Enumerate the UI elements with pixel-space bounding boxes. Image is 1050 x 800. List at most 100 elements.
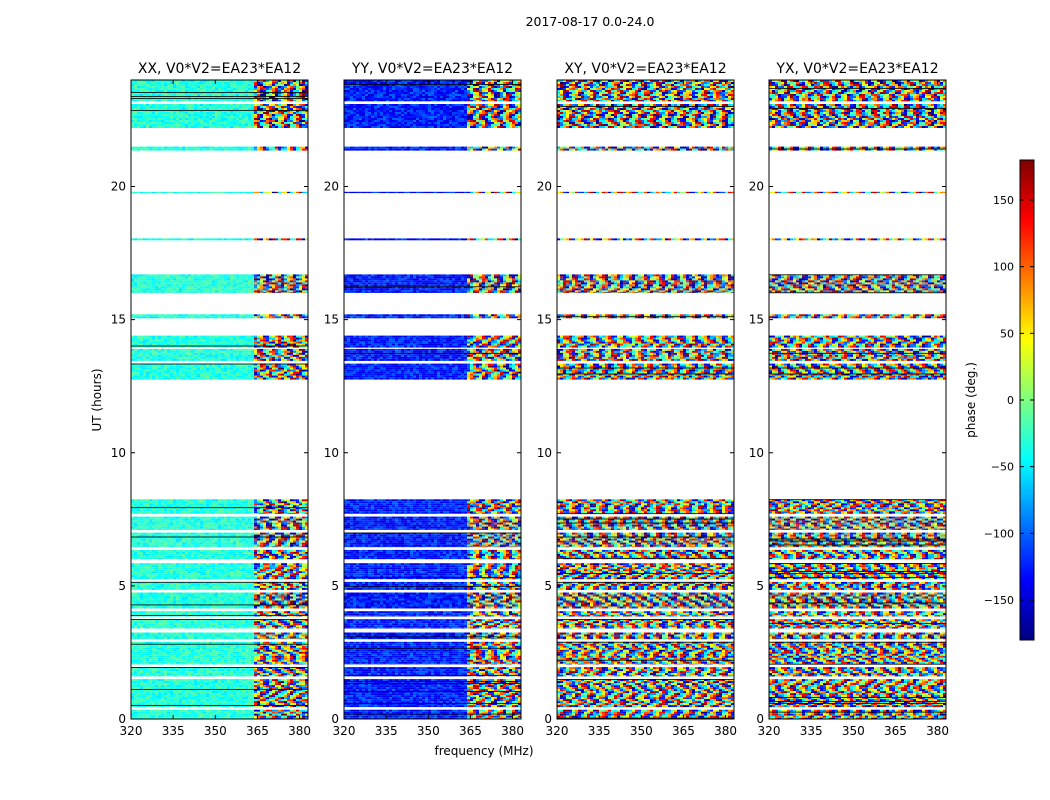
data-band [344, 592, 521, 609]
data-band [344, 632, 521, 640]
y-tick-label: 10 [324, 446, 339, 460]
data-band [131, 104, 308, 128]
x-tick-label: 320 [546, 724, 569, 738]
x-tick-label: 380 [714, 724, 737, 738]
data-band [557, 709, 734, 719]
data-band [344, 532, 521, 548]
panel-3: YX, V0*V2=EA23*EA12 320 335 350 365 380 0 5 10 15… [749, 61, 949, 738]
y-tick-label: 0 [118, 712, 126, 726]
panel-title: YX, V0*V2=EA23*EA12 [775, 61, 938, 77]
panel-title: XY, V0*V2=EA23*EA12 [564, 61, 726, 77]
y-axis-label: UT (hours) [90, 368, 104, 431]
data-band [131, 632, 308, 640]
panel-title: XX, V0*V2=EA23*EA12 [138, 61, 301, 77]
colorbar-ticks: 150 100 50 0 −50 −100 −150 [984, 194, 1034, 607]
data-band [557, 641, 734, 665]
data-band [769, 238, 946, 241]
data-band [557, 619, 734, 629]
phase-data [131, 80, 308, 719]
data-band [131, 191, 308, 194]
data-band [769, 104, 946, 128]
x-tick-label: 335 [800, 724, 823, 738]
data-band [344, 191, 521, 194]
data-band [557, 611, 734, 617]
data-band [557, 667, 734, 677]
data-band [131, 611, 308, 617]
data-band [557, 348, 734, 361]
x-tick-label: 320 [120, 724, 143, 738]
data-band [557, 499, 734, 515]
data-band [344, 641, 521, 665]
data-band [769, 563, 946, 580]
data-band [131, 516, 308, 530]
data-band [769, 363, 946, 380]
x-tick-label: 350 [630, 724, 653, 738]
panel-frame [130, 79, 309, 720]
data-band [769, 667, 946, 677]
data-band [557, 274, 734, 293]
x-tick-label: 350 [204, 724, 227, 738]
data-band [344, 549, 521, 560]
x-tick-label: 350 [842, 724, 865, 738]
x-tick-label: 350 [417, 724, 440, 738]
data-band [344, 619, 521, 629]
data-band [131, 592, 308, 609]
colorbar-tick-label: 0 [1007, 394, 1014, 407]
x-axis-label: frequency (MHz) [434, 744, 533, 758]
data-band [344, 80, 521, 102]
x-tick-label: 380 [926, 724, 949, 738]
data-band [131, 499, 308, 514]
data-band [557, 679, 734, 708]
panel-2: XY, V0*V2=EA23*EA12 320 335 350 365 380 0 5 10 15… [537, 61, 737, 738]
data-band [769, 592, 946, 609]
data-band [344, 667, 521, 677]
data-band [557, 104, 734, 128]
data-band [557, 80, 734, 102]
data-band [769, 274, 946, 294]
data-band [131, 581, 308, 590]
colorbar: phase (deg.) 150 100 50 0 −50 −100 −150 [964, 159, 1035, 641]
data-band [131, 679, 308, 708]
x-tick-label: 365 [884, 724, 907, 738]
colorbar-tick-label: −100 [984, 527, 1014, 540]
phase-data [769, 80, 946, 719]
data-band [769, 679, 946, 708]
data-band [769, 532, 946, 548]
y-tick-label: 10 [111, 446, 126, 460]
y-tick-label: 0 [756, 712, 764, 726]
data-band [769, 581, 946, 590]
data-band [769, 146, 946, 151]
y-tick-label: 15 [749, 313, 764, 327]
data-band [557, 238, 734, 241]
x-tick-label: 365 [672, 724, 695, 738]
data-band [769, 549, 946, 560]
phase-data [557, 80, 734, 719]
data-band [557, 592, 734, 609]
y-tick-label: 20 [749, 180, 764, 194]
data-band [344, 363, 521, 380]
data-band [769, 348, 946, 361]
x-tick-label: 365 [246, 724, 269, 738]
x-tick-label: 380 [288, 724, 311, 738]
axis-labels: UT (hours) frequency (MHz) [90, 368, 534, 758]
colorbar-tick-label: −50 [991, 461, 1014, 474]
data-band [769, 499, 946, 514]
y-tick-label: 0 [544, 712, 552, 726]
data-band [557, 632, 734, 640]
data-band [769, 611, 946, 617]
data-band [557, 581, 734, 590]
data-band [344, 274, 521, 293]
data-band [769, 641, 946, 665]
data-band [131, 314, 308, 319]
y-tick-label: 5 [544, 579, 552, 593]
colorbar-tick-label: 150 [993, 194, 1014, 207]
y-tick-label: 10 [537, 446, 552, 460]
panel-frame [556, 79, 735, 720]
x-tick-label: 335 [588, 724, 611, 738]
data-band [131, 641, 308, 665]
x-tick-label: 380 [501, 724, 524, 738]
data-band [344, 238, 521, 241]
data-band [557, 335, 734, 348]
data-band [131, 335, 308, 348]
